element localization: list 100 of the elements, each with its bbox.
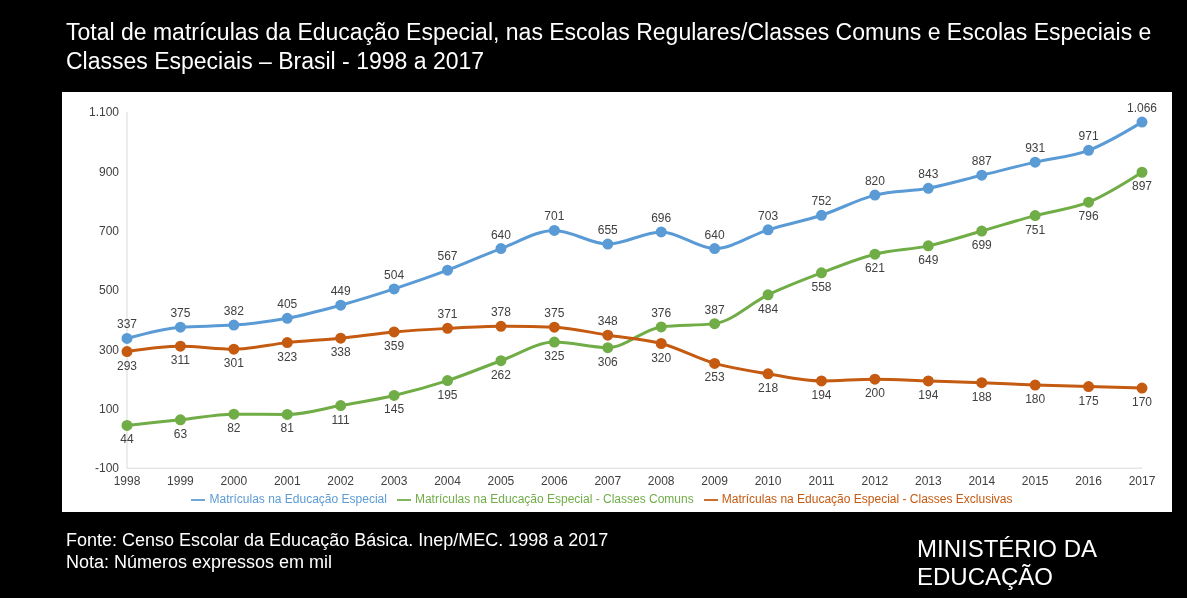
y-tick-label: -100: [94, 461, 120, 476]
source-note: Fonte: Censo Escolar da Educação Básica. Inep/MEC. 1998 a 2017: [66, 530, 609, 551]
data-label: 338: [330, 345, 352, 360]
point: [1029, 210, 1041, 222]
point: [121, 332, 133, 344]
point: [762, 289, 774, 301]
data-label: 253: [704, 370, 725, 385]
data-label: 301: [223, 356, 245, 371]
data-label: 820: [864, 174, 886, 189]
data-label: 655: [597, 223, 619, 238]
point: [281, 408, 293, 420]
data-label: 194: [811, 387, 832, 402]
data-label: 701: [544, 209, 565, 224]
y-tick-label: 300: [98, 342, 120, 357]
data-label: 195: [437, 387, 458, 402]
point: [442, 322, 454, 334]
point: [121, 346, 133, 358]
data-label: 558: [811, 279, 832, 294]
data-label: 621: [864, 261, 886, 276]
point: [281, 312, 293, 324]
point: [228, 319, 240, 331]
y-tick-label: 500: [98, 283, 120, 298]
data-label: 897: [1131, 179, 1153, 194]
point: [709, 357, 721, 369]
data-label: 81: [280, 421, 295, 436]
point: [602, 342, 614, 354]
point: [869, 189, 881, 201]
point: [762, 368, 774, 380]
data-label: 751: [1025, 222, 1046, 237]
data-label: 378: [490, 305, 512, 320]
text: Nota: Números expressos em mil: [66, 552, 333, 573]
x-tick-label: 1998: [113, 473, 141, 488]
point: [976, 377, 988, 389]
x-tick-label: 2006: [541, 473, 569, 488]
data-label: 567: [437, 249, 458, 264]
point: [228, 408, 240, 420]
point: [388, 389, 400, 401]
data-label: 504: [384, 267, 405, 282]
x-tick-label: 2010: [754, 473, 782, 488]
point: [655, 226, 667, 238]
data-label: 348: [597, 314, 619, 329]
text: MINISTÉRIO DA EDUCAÇÃO: [917, 535, 1098, 591]
point: [922, 182, 934, 194]
point: [869, 373, 881, 385]
data-label: 971: [1078, 129, 1099, 144]
point: [548, 321, 560, 333]
data-label: 796: [1078, 209, 1099, 224]
data-label: 311: [170, 353, 191, 368]
point: [709, 318, 721, 330]
data-label: 887: [971, 154, 993, 169]
point: [815, 375, 827, 387]
x-tick-label: 2009: [701, 473, 729, 488]
point: [762, 224, 774, 236]
data-label: 170: [1131, 395, 1153, 410]
data-label: 82: [227, 421, 241, 436]
data-label: 323: [277, 349, 298, 364]
y-tick-label: 100: [98, 402, 120, 417]
data-label: 194: [918, 387, 939, 402]
x-tick-label: 2004: [434, 473, 462, 488]
point: [869, 248, 881, 260]
data-label: 218: [758, 380, 779, 395]
point: [815, 267, 827, 279]
point: [335, 299, 347, 311]
data-label: 649: [918, 252, 939, 267]
x-tick-label: 2017: [1128, 473, 1156, 488]
legend-label: Matrículas na Educação Especial - Classes Comuns: [414, 492, 694, 507]
point: [548, 336, 560, 348]
data-label: 63: [173, 426, 188, 441]
data-label: 375: [170, 306, 191, 321]
x-tick-label: 2001: [273, 473, 301, 488]
point: [1136, 166, 1148, 178]
point: [602, 329, 614, 341]
data-label: 1.066: [1126, 101, 1158, 116]
chart-title: Total de matrículas da Educação Especial, nas Escolas Regulares/Classes Comuns e Escolas Especiais e Classes Especiais – Brasil - 1998 a 2017: [66, 18, 1153, 76]
data-label: 262: [490, 367, 512, 382]
point: [1029, 379, 1041, 391]
data-label: 640: [490, 227, 512, 242]
data-label: 405: [277, 297, 298, 312]
data-label: 382: [223, 304, 245, 319]
data-label: 200: [864, 386, 886, 401]
data-label: 371: [437, 307, 458, 322]
point: [602, 238, 614, 250]
data-label: 293: [116, 358, 138, 373]
point: [228, 343, 240, 355]
x-tick-label: 2007: [594, 473, 622, 488]
point: [388, 283, 400, 295]
x-tick-label: 2015: [1021, 473, 1049, 488]
data-label: 111: [331, 412, 351, 427]
point: [121, 419, 133, 431]
point: [976, 169, 988, 181]
point: [1136, 116, 1148, 128]
data-label: 375: [544, 306, 565, 321]
point: [709, 243, 721, 255]
data-label: 931: [1025, 141, 1046, 156]
x-tick-label: 2003: [380, 473, 408, 488]
point: [1083, 381, 1095, 393]
data-label: 188: [971, 389, 993, 404]
x-tick-label: 2013: [914, 473, 942, 488]
data-label: 376: [651, 305, 672, 320]
data-label: 449: [330, 284, 352, 299]
